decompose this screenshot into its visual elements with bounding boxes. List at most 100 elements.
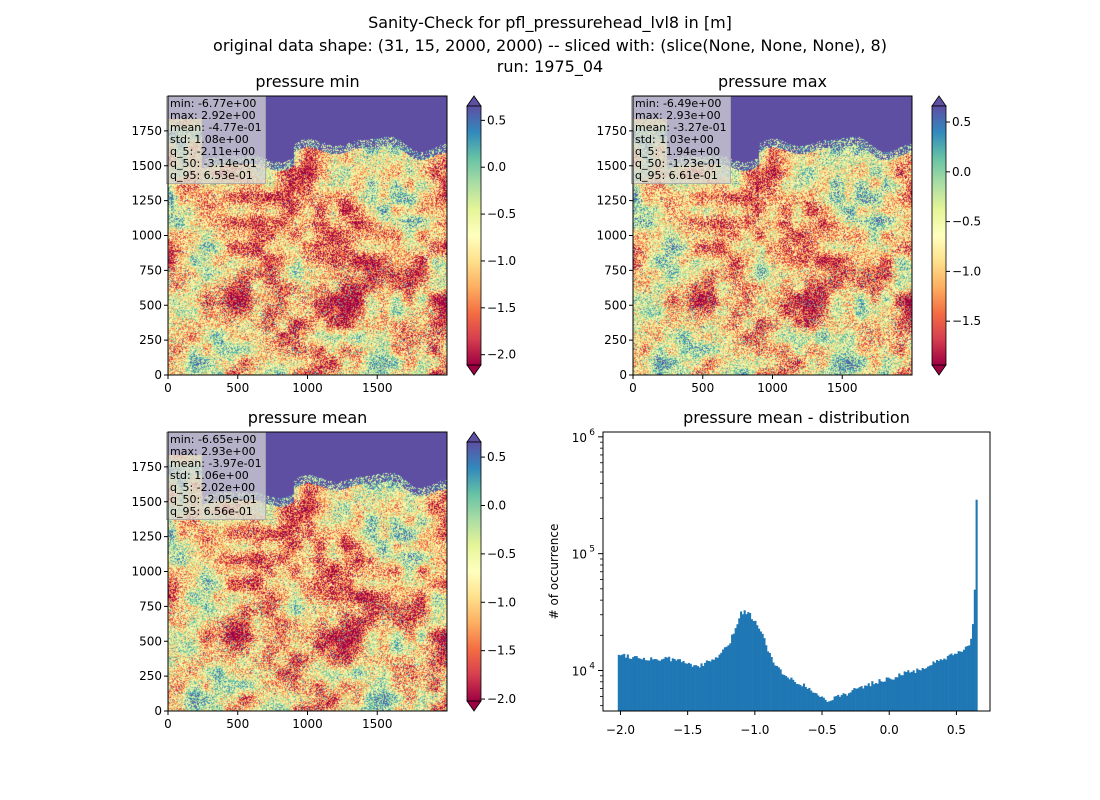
histogram-bar [644,660,647,711]
stat-line: max: 2.93e+00 [635,109,721,122]
hist-y-tick-label: 10 [572,664,587,678]
histogram-bar [713,659,716,711]
histogram-bar [939,659,942,711]
histogram-bar [775,665,779,711]
y-tick-label: 1000 [596,229,627,243]
histogram-bar [619,655,622,711]
y-tick-label: 1000 [131,565,162,579]
y-tick-label: 1500 [131,495,162,509]
histogram-bar [693,665,696,711]
y-tick-label: 250 [604,333,627,347]
x-tick-label: 1500 [827,381,858,395]
histogram-bar [779,669,782,711]
histogram-bar [808,687,811,711]
colorbar-extend-bottom [466,364,482,376]
histogram-bar [777,667,780,711]
histogram-bar [734,628,737,711]
histogram-bar [641,659,644,711]
histogram-bar [637,658,640,711]
colorbar-tick-label: 0.0 [487,160,506,174]
histogram-bar [901,675,904,711]
histogram-bar [867,683,870,711]
histogram-bar [849,692,852,711]
histogram-bar [621,654,624,711]
histogram-bar [646,660,649,711]
colorbar-tick-label: −2.0 [487,692,516,706]
histogram-bar [918,669,921,711]
histogram-bar [682,660,685,711]
y-tick-label: 250 [139,669,162,683]
colorbar-tick-label: −0.5 [952,215,981,229]
y-tick-label: 1750 [596,124,627,138]
histogram-bar [802,683,806,711]
stat-line: q_5: -1.94e+00 [635,145,721,158]
histogram-bar [767,651,770,711]
panel-title-min: pressure min [255,72,360,91]
histogram-bar [671,658,674,711]
histogram-bar [898,673,901,711]
hist-x-tick-label: 0.0 [880,723,899,737]
histogram-bar [923,668,926,711]
histogram-bar [882,681,885,711]
histogram-bar [885,677,888,711]
hist-x-tick-label: −0.5 [807,723,836,737]
histogram-bar [847,693,851,711]
histogram-bar [657,660,660,711]
x-tick-label: 1000 [757,381,788,395]
stat-line: mean: -3.27e-01 [635,121,727,134]
histogram-bar [653,658,656,711]
heatmap-frame [167,95,448,376]
colorbar-tick-label: −1.0 [952,264,981,278]
histogram-bar [666,657,669,711]
histogram-bar [678,659,682,711]
figure-title-line2: original data shape: (31, 15, 2000, 2000… [213,36,887,55]
histogram-bar [720,652,723,711]
histogram-bar [853,687,856,711]
histogram-bar [943,658,946,711]
histogram-bar [953,653,957,711]
histogram-bar [784,675,788,711]
histogram-bar [790,677,793,711]
histogram-bar [743,610,746,711]
histogram-bar [891,679,894,711]
histogram-bar [668,656,671,711]
histogram-bar [705,660,708,711]
histogram-bar [937,661,940,711]
histogram-bar [952,655,955,711]
hist-y-tick-exponent: 4 [589,661,595,671]
histogram-bar [669,661,673,711]
hist-y-tick-label: 10 [572,431,587,445]
histogram-bar [959,651,962,711]
histogram-bar [936,660,939,711]
histogram-bar [844,693,847,711]
histogram-bar [725,646,728,711]
colorbar-tick-label: 0.5 [952,115,971,129]
histogram-bar [707,660,710,711]
histogram-bar [955,653,958,711]
histogram-bar [925,668,928,711]
histogram-bar [971,624,975,711]
histogram-bar [702,665,705,711]
histogram-bar [842,693,845,711]
histogram-bar [914,672,917,711]
colorbar-tick-label: −2.0 [487,348,516,362]
histogram-bar [865,685,868,711]
histogram-bar [639,658,642,711]
histogram-bar [813,692,816,711]
histogram-bar [822,697,825,711]
histogram-bar [945,659,948,711]
histogram-bar [892,679,895,711]
histogram-bar [799,685,802,711]
histogram-bar [722,649,725,711]
colorbar-tick-label: −1.0 [487,595,516,609]
histogram-bar [801,686,804,711]
histogram-bar [659,660,662,711]
histogram-bar [961,651,964,711]
histogram-bar [838,696,842,711]
histogram-bar [795,683,798,711]
histogram-bar [633,656,637,711]
stat-line: q_5: -2.11e+00 [170,145,256,158]
histogram-bar [675,660,678,711]
